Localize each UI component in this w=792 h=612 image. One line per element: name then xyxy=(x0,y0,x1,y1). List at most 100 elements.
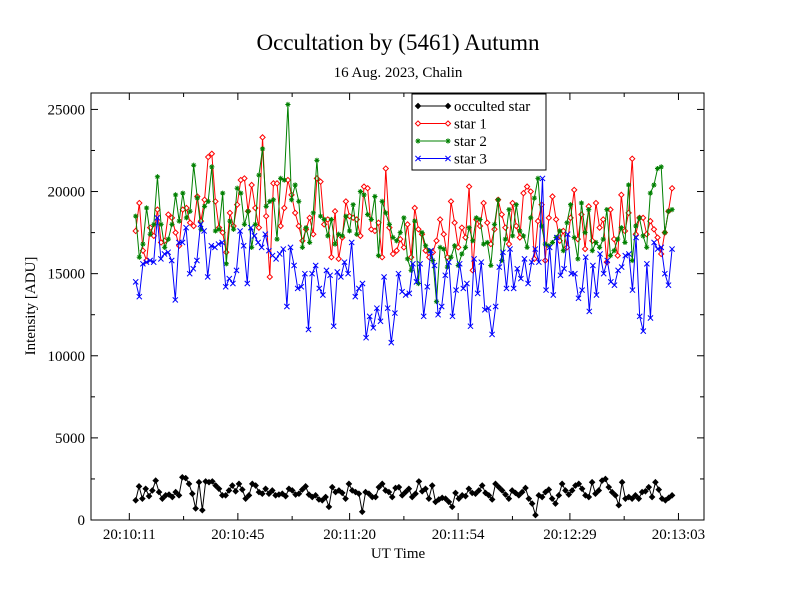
data-point-star-3 xyxy=(561,265,568,272)
data-point-star-3 xyxy=(244,280,251,287)
data-point-star-2 xyxy=(615,236,621,242)
data-point-star-3 xyxy=(435,311,442,318)
data-point-occulted-star xyxy=(238,486,246,493)
data-point-occulted-star xyxy=(488,496,496,503)
data-point-occulted-star xyxy=(445,498,453,506)
data-point-star-3 xyxy=(132,278,139,285)
data-point-star-3 xyxy=(611,282,618,289)
data-point-star-3 xyxy=(298,283,305,290)
data-point-occulted-star xyxy=(378,480,386,488)
data-point-occulted-star xyxy=(152,477,159,484)
data-point-star-1 xyxy=(273,180,281,187)
data-point-star-2 xyxy=(488,262,494,269)
data-point-star-2 xyxy=(165,236,171,242)
data-point-star-2 xyxy=(169,221,175,227)
data-point-occulted-star xyxy=(625,493,633,501)
data-point-star-3 xyxy=(165,249,172,256)
data-point-star-1 xyxy=(509,199,516,207)
data-point-star-1 xyxy=(172,229,179,236)
data-point-star-1 xyxy=(523,183,531,190)
data-point-star-2 xyxy=(531,195,537,201)
data-point-star-1 xyxy=(628,155,636,162)
data-point-occulted-star xyxy=(155,488,163,496)
data-point-star-1 xyxy=(592,199,600,207)
data-point-star-1 xyxy=(440,230,448,238)
data-point-star-2 xyxy=(143,205,150,211)
data-point-star-2 xyxy=(230,226,237,232)
data-point-star-2 xyxy=(343,213,349,219)
x-tick-label: 20:12:29 xyxy=(543,527,596,543)
series-star-2 xyxy=(133,101,675,305)
data-point-star-1 xyxy=(204,153,212,161)
data-point-star-3 xyxy=(478,259,485,266)
data-point-star-2 xyxy=(198,226,204,232)
data-point-occulted-star xyxy=(185,480,193,488)
data-point-star-1 xyxy=(581,245,589,253)
data-point-occulted-star xyxy=(478,482,486,489)
y-axis-label: Intensity [ADU] xyxy=(23,257,39,356)
data-point-star-3 xyxy=(143,259,150,266)
data-point-star-2 xyxy=(372,193,378,200)
data-point-star-2 xyxy=(426,248,432,254)
data-point-star-3 xyxy=(575,295,582,302)
data-point-star-3 xyxy=(363,334,370,341)
data-point-occulted-star xyxy=(362,488,369,496)
data-point-star-3 xyxy=(276,250,283,257)
data-point-star-3 xyxy=(420,313,427,320)
data-point-star-2 xyxy=(528,215,534,221)
data-point-star-2 xyxy=(564,220,570,226)
data-point-occulted-star xyxy=(318,496,326,504)
data-point-star-3 xyxy=(168,257,175,264)
data-point-occulted-star xyxy=(475,487,483,494)
data-point-star-3 xyxy=(251,232,258,239)
data-point-star-1 xyxy=(186,219,194,227)
data-point-occulted-star xyxy=(452,489,459,497)
data-point-occulted-star xyxy=(145,492,153,500)
data-point-star-3 xyxy=(186,270,193,277)
data-point-star-1 xyxy=(389,250,397,258)
data-point-star-2 xyxy=(495,197,501,203)
data-point-star-2 xyxy=(234,185,240,191)
data-point-star-3 xyxy=(600,270,607,277)
data-point-star-2 xyxy=(491,221,498,227)
data-point-star-3 xyxy=(391,310,398,317)
data-point-star-2 xyxy=(227,218,233,224)
data-point-occulted-star xyxy=(322,493,329,501)
data-point-star-3 xyxy=(323,267,330,274)
data-point-star-3 xyxy=(330,323,337,330)
data-point-star-1 xyxy=(277,222,284,230)
data-point-star-1 xyxy=(393,247,400,254)
data-point-star-2 xyxy=(357,188,363,195)
data-point-star-2 xyxy=(640,233,646,239)
data-point-occulted-star xyxy=(562,487,569,494)
data-point-occulted-star xyxy=(135,483,143,490)
data-point-occulted-star xyxy=(565,491,573,498)
y-tick-label: 25000 xyxy=(48,102,86,118)
data-point-star-1 xyxy=(614,252,622,259)
data-point-star-3 xyxy=(579,287,586,294)
data-point-occulted-star xyxy=(552,500,559,507)
data-point-star-1 xyxy=(328,253,335,261)
data-point-occulted-star xyxy=(618,478,626,486)
y-tick-label: 5000 xyxy=(55,431,85,447)
data-point-star-1 xyxy=(469,267,477,274)
data-point-star-3 xyxy=(337,273,344,280)
data-point-star-2 xyxy=(209,164,215,170)
data-point-star-2 xyxy=(535,175,541,181)
legend-marker xyxy=(444,102,452,110)
data-point-star-2 xyxy=(263,203,269,209)
data-point-star-1 xyxy=(226,209,234,217)
data-point-star-2 xyxy=(205,198,211,204)
data-point-star-3 xyxy=(629,287,636,294)
data-point-occulted-star xyxy=(262,485,269,493)
data-point-star-2 xyxy=(419,229,425,236)
chart-subtitle: 16 Aug. 2023, Chalin xyxy=(334,65,463,81)
data-point-star-2 xyxy=(394,238,400,244)
legend-item-star-3: star 3 xyxy=(415,152,487,168)
x-tick-label: 20:11:20 xyxy=(323,527,376,543)
data-point-star-2 xyxy=(220,190,226,196)
data-point-star-2 xyxy=(365,211,371,218)
data-point-occulted-star xyxy=(635,495,643,502)
data-point-star-3 xyxy=(327,272,334,279)
data-point-star-1 xyxy=(364,184,371,192)
